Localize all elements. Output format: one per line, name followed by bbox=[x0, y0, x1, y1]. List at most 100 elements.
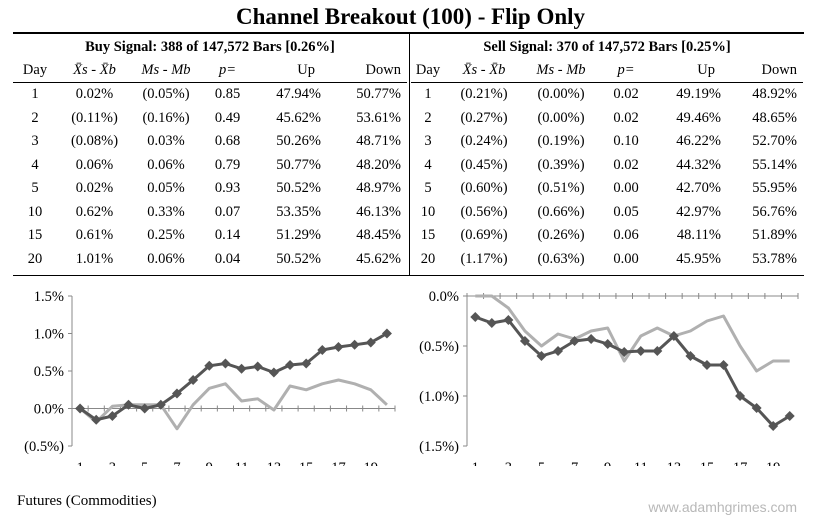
sell-cell: 49.46% bbox=[676, 109, 721, 126]
sell-cell: 0.06 bbox=[613, 227, 639, 244]
x-tick-label: 15 bbox=[700, 460, 715, 466]
data-point-marker bbox=[91, 414, 102, 425]
buy-cell: 50.52% bbox=[276, 180, 321, 197]
buy-cell: 45.62% bbox=[356, 250, 401, 267]
sell-cell: 0.00 bbox=[613, 250, 639, 267]
data-point-marker bbox=[685, 351, 696, 361]
buy-cell: 0.02% bbox=[75, 180, 114, 197]
x-tick-label: 15 bbox=[299, 460, 314, 466]
buy-cell: 53.35% bbox=[276, 203, 321, 220]
data-point-marker bbox=[519, 336, 530, 346]
buy-row: 3 (0.08%) 0.03% 0.68 50.26% 48.71% bbox=[13, 130, 407, 154]
x-tick-label: 11 bbox=[235, 460, 249, 466]
sell-cell: (0.45%) bbox=[460, 156, 508, 173]
sell-row: 15 (0.69%) (0.26%) 0.06 48.11% 51.89% bbox=[411, 224, 803, 248]
sell-row: 10 (0.56%) (0.66%) 0.05 42.97% 56.76% bbox=[411, 201, 803, 225]
sell-col-median-diff: Ms - Mb bbox=[523, 58, 599, 83]
buy-cell: 50.77% bbox=[356, 86, 401, 103]
sell-cell: 0.02 bbox=[613, 86, 639, 103]
buy-cell: 1 bbox=[31, 86, 39, 103]
buy-cell: 0.49 bbox=[214, 109, 241, 126]
sell-cell: (0.19%) bbox=[537, 133, 585, 150]
buy-cell: 0.33% bbox=[147, 203, 185, 220]
data-point-marker bbox=[668, 331, 679, 341]
sell-cell: 56.76% bbox=[752, 203, 797, 220]
buy-cell: 48.45% bbox=[356, 227, 401, 244]
x-tick-label: 7 bbox=[571, 460, 578, 466]
y-tick-label: 0.0% bbox=[34, 402, 64, 418]
sell-cell: 0.05 bbox=[613, 203, 639, 220]
buy-col-median-diff: Ms - Mb bbox=[132, 58, 200, 83]
y-tick-label: 0.5% bbox=[34, 364, 64, 380]
buy-cell: 20 bbox=[27, 250, 43, 267]
buy-cell: 0.25% bbox=[147, 227, 185, 244]
buy-cell: 0.61% bbox=[75, 227, 114, 244]
buy-cell: 0.14 bbox=[214, 227, 241, 244]
data-point-marker bbox=[470, 312, 481, 322]
buy-cell: 0.06% bbox=[75, 156, 114, 173]
buy-row: 2 (0.11%) (0.16%) 0.49 45.62% 53.61% bbox=[13, 107, 407, 131]
sell-cell: 2 bbox=[424, 109, 432, 126]
sell-col-mean-diff: X̄s - X̄b bbox=[445, 58, 523, 83]
buy-cell: 45.62% bbox=[276, 109, 321, 126]
sell-signal-chart: 0.0%(0.5%)(1.0%)(1.5%)135791113151719 bbox=[419, 289, 799, 466]
sell-cell: 51.89% bbox=[752, 227, 797, 244]
sell-cell: 55.95% bbox=[752, 180, 797, 197]
data-point-marker bbox=[701, 360, 712, 370]
table-divider bbox=[409, 34, 410, 275]
sell-cell: (0.63%) bbox=[537, 250, 585, 267]
data-point-marker bbox=[349, 339, 360, 350]
sell-cell: (0.24%) bbox=[460, 133, 508, 150]
title-rule bbox=[13, 32, 804, 34]
sell-cell: 3 bbox=[424, 133, 432, 150]
chart-title: Channel Breakout (100) - Flip Only bbox=[235, 4, 586, 29]
buy-cell: 0.02% bbox=[75, 86, 114, 103]
data-point-marker bbox=[204, 360, 215, 371]
x-tick-label: 3 bbox=[109, 460, 116, 466]
sell-cell: 52.70% bbox=[752, 133, 797, 150]
sell-cell: 49.19% bbox=[676, 86, 721, 103]
y-tick-label: (1.5%) bbox=[419, 439, 459, 455]
data-point-marker bbox=[75, 403, 86, 414]
sell-cell: 42.97% bbox=[676, 203, 721, 220]
buy-cell: 53.61% bbox=[356, 109, 401, 126]
buy-cell: 48.97% bbox=[356, 180, 401, 197]
data-point-marker bbox=[365, 337, 376, 348]
sell-signal-heading: Sell Signal: 370 of 147,572 Bars [0.25%] bbox=[483, 38, 731, 55]
buy-row: 5 0.02% 0.05% 0.93 50.52% 48.97% bbox=[13, 177, 407, 201]
sell-cell: 42.70% bbox=[676, 180, 721, 197]
sell-row: 5 (0.60%) (0.51%) 0.00 42.70% 55.95% bbox=[411, 177, 803, 201]
y-tick-label: 1.5% bbox=[34, 289, 64, 305]
buy-row: 20 1.01% 0.06% 0.04 50.52% 45.62% bbox=[13, 248, 407, 272]
data-point-marker bbox=[536, 351, 547, 361]
sell-cell: (0.26%) bbox=[537, 227, 585, 244]
y-tick-label: 1.0% bbox=[34, 327, 64, 343]
sell-row: 3 (0.24%) (0.19%) 0.10 46.22% 52.70% bbox=[411, 130, 803, 154]
sell-cell: 0.00 bbox=[613, 180, 639, 197]
buy-cell: 0.79 bbox=[214, 156, 241, 173]
sell-cell: (0.00%) bbox=[537, 109, 585, 126]
data-point-marker bbox=[333, 342, 344, 352]
data-point-marker bbox=[768, 421, 779, 431]
sell-cell: 48.92% bbox=[752, 86, 797, 103]
x-tick-label: 3 bbox=[505, 460, 512, 466]
data-point-marker bbox=[155, 399, 166, 410]
data-point-marker bbox=[220, 358, 231, 369]
sell-row: 20 (1.17%) (0.63%) 0.00 45.95% 53.78% bbox=[411, 248, 803, 272]
data-point-marker bbox=[602, 339, 613, 349]
x-tick-label: 17 bbox=[733, 460, 748, 466]
sell-cell: 20 bbox=[420, 250, 436, 267]
series-line-dark bbox=[474, 315, 791, 428]
sell-row: 4 (0.45%) (0.39%) 0.02 44.32% 55.14% bbox=[411, 154, 803, 178]
sell-col-p: p= bbox=[599, 58, 653, 83]
x-tick-label: 1 bbox=[76, 460, 83, 466]
sell-cell: 45.95% bbox=[676, 250, 721, 267]
data-point-marker bbox=[635, 346, 646, 356]
data-point-marker bbox=[107, 411, 118, 421]
buy-row: 1 0.02% (0.05%) 0.85 47.94% 50.77% bbox=[13, 83, 407, 107]
data-point-marker bbox=[317, 345, 328, 355]
buy-cell: 1.01% bbox=[75, 250, 114, 267]
sell-cell: (0.00%) bbox=[537, 86, 585, 103]
data-point-marker bbox=[301, 358, 312, 369]
buy-col-day: Day bbox=[13, 58, 57, 83]
